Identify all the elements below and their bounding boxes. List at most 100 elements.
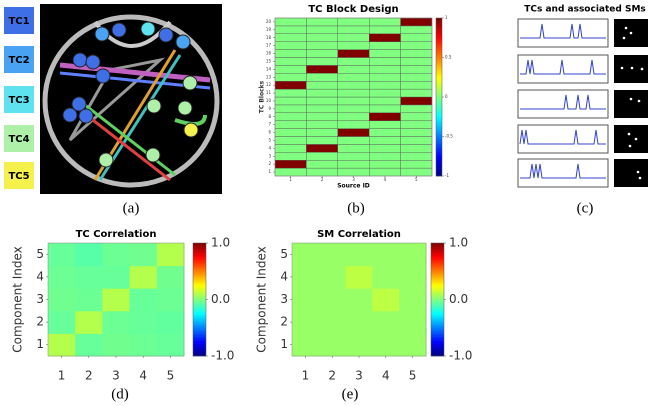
colorbar-step	[431, 274, 444, 277]
heatmap-cell	[306, 80, 338, 90]
colorbar-step	[193, 281, 206, 284]
y-tick-label: 12	[266, 82, 272, 87]
colorbar-step	[193, 310, 206, 313]
colorbar-step	[436, 131, 442, 135]
panel-label: (d)	[111, 386, 129, 402]
y-tick-label: 15	[266, 58, 272, 63]
colorbar-step	[431, 250, 444, 253]
colorbar-step	[193, 250, 206, 253]
heatmap-cell	[369, 88, 401, 98]
heatmap-cell	[337, 104, 370, 114]
panel-label: (e)	[342, 386, 359, 402]
colorbar-step	[436, 143, 442, 147]
colorbar-step	[436, 99, 442, 103]
heatmap-cell	[369, 80, 401, 90]
heatmap-cell	[369, 128, 401, 137]
heatmap-cell	[274, 73, 307, 82]
panel-title: TCs and associated SMs	[524, 5, 646, 15]
colorbar-step	[193, 340, 206, 343]
heatmap-cell	[400, 167, 433, 177]
heatmap-cell	[75, 310, 103, 334]
heatmap-cell	[306, 120, 338, 129]
x-tick-label: 5	[167, 369, 175, 383]
tc-label: TC5	[8, 171, 29, 182]
colorbar-step	[193, 295, 206, 299]
colorbar-step	[436, 82, 442, 85]
colorbar-step	[431, 295, 444, 299]
y-tick-label: 9	[268, 106, 271, 111]
colorbar-step	[193, 280, 206, 283]
heatmap-cell	[306, 49, 338, 58]
colorbar-step	[431, 271, 444, 274]
heatmap-cell	[306, 144, 338, 153]
colorbar-tick-label: 0.0	[449, 292, 468, 306]
colorbar-step	[431, 283, 444, 286]
heatmap-cell	[48, 310, 76, 334]
heatmap-cell	[400, 104, 433, 114]
colorbar-step	[431, 343, 444, 346]
colorbar-step	[436, 22, 442, 26]
colorbar-tick-label: -1.0	[449, 349, 472, 363]
colorbar-step	[436, 156, 442, 160]
colorbar-step	[436, 55, 442, 58]
colorbar-step	[431, 290, 444, 293]
colorbar-step	[436, 151, 442, 155]
heatmap-cell	[337, 159, 370, 169]
colorbar-step	[193, 304, 206, 307]
heatmap-cell	[400, 57, 433, 66]
heatmap-cell	[274, 17, 307, 27]
colorbar-step	[436, 114, 442, 118]
colorbar-step	[193, 290, 206, 293]
heatmap-cell	[156, 333, 185, 357]
y-tick-label: 2	[280, 315, 288, 329]
colorbar-step	[431, 253, 444, 256]
colorbar-step	[436, 77, 442, 81]
heatmap-cell	[400, 17, 433, 27]
colorbar-step	[431, 341, 444, 344]
heatmap-cell	[102, 333, 131, 357]
heatmap-cell	[306, 65, 338, 74]
colorbar-step	[193, 322, 206, 325]
heatmap-cell	[102, 265, 131, 289]
y-tick-label: 14	[266, 66, 272, 71]
heatmap-cell	[337, 41, 370, 50]
colorbar-step	[436, 106, 442, 110]
y-tick-label: 18	[266, 35, 272, 40]
heatmap-cell	[274, 33, 307, 42]
colorbar-step	[436, 30, 442, 34]
colorbar-step	[436, 20, 442, 24]
heatmap-cell	[306, 128, 338, 137]
heatmap-cell	[274, 41, 307, 50]
colorbar-step	[431, 267, 444, 270]
heatmap-cell	[337, 80, 370, 90]
colorbar-step	[193, 267, 206, 270]
colorbar-step	[193, 345, 206, 348]
y-tick-label: 19	[266, 27, 272, 32]
colorbar-step	[436, 52, 442, 56]
colorbar-step	[436, 173, 442, 177]
heatmap-cell	[318, 243, 347, 267]
x-tick-label: 4	[139, 369, 147, 383]
x-tick-label: 5	[415, 177, 418, 182]
x-tick-label: 3	[112, 369, 120, 383]
colorbar-step	[436, 141, 442, 145]
colorbar-step	[431, 262, 444, 265]
heatmap-cell	[274, 159, 307, 169]
tc-legend: TC1 TC2 TC3 TC4 TC5	[4, 7, 34, 189]
tc-box	[4, 86, 34, 113]
heatmap-cell	[306, 57, 338, 66]
colorbar-step	[436, 92, 442, 95]
colorbar-tick-label: -0.5	[445, 134, 453, 139]
colorbar-step	[431, 264, 444, 267]
tc-box	[4, 7, 34, 34]
colorbar-step	[193, 251, 206, 254]
heatmap-cell	[337, 96, 370, 106]
colorbar-step	[431, 287, 444, 290]
colorbar-step	[193, 325, 206, 329]
heatmap-cell	[337, 88, 370, 98]
colorbar-step	[193, 354, 206, 357]
colorbar-step	[431, 257, 444, 260]
heatmap-cell	[337, 112, 370, 121]
heatmap-cell	[400, 65, 433, 74]
